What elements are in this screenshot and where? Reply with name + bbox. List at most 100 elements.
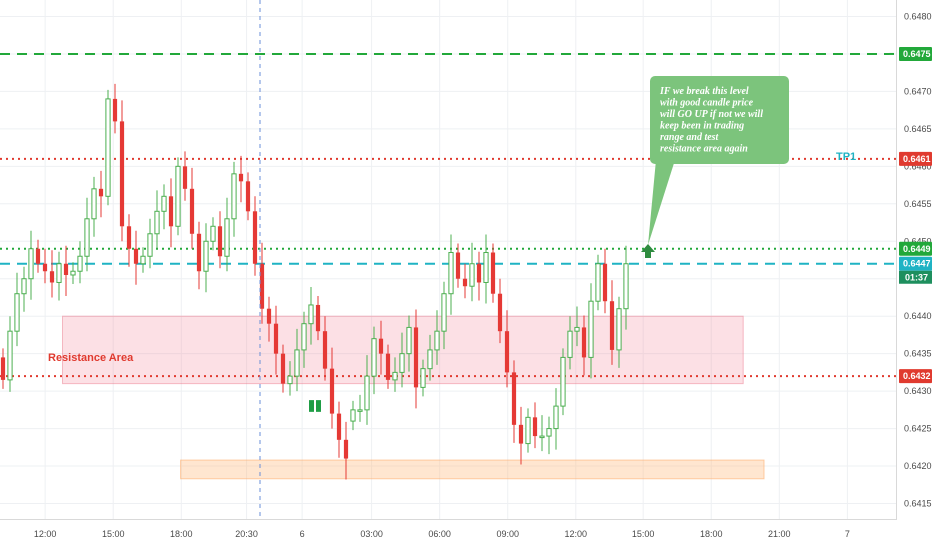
candle-up [301,311,307,368]
price-tag-text: 0.6447 [903,259,931,269]
candle-body [581,327,587,358]
candle-down [273,305,279,375]
candle-body [574,326,580,332]
y-tick-label: 0.6415 [904,499,932,509]
candle-down [133,230,139,285]
candle-down [378,320,384,375]
candle-down [455,243,461,288]
candle-up [427,334,433,381]
candle-body [140,255,146,265]
candle-body [532,417,538,437]
candle-body [357,409,363,412]
candle-body [70,270,76,276]
candle-down [49,250,55,298]
x-tick-label: 20:30 [235,529,258,539]
x-tick-label: 7 [845,529,850,539]
price-tag-bg [899,46,932,61]
candle-body [133,248,139,264]
annotation-line: will GO UP if not we will [660,109,763,120]
y-tick-label: 0.6470 [904,86,932,96]
candle-body [595,263,601,302]
candle-body [406,326,412,355]
candle-body [560,356,566,407]
candle-body [147,233,153,257]
candle-up [77,241,83,284]
price-tags: 0.6475 0.6461 0.6449 0.6447 0.6432 01:37 [899,46,932,384]
candle-down [490,243,496,303]
candle-down [182,151,188,201]
candle-body [7,330,13,381]
candle-up [553,388,559,450]
candle-up [448,234,454,315]
candle-down [462,263,468,299]
candle-up [210,217,216,251]
y-tick-label: 0.6460 [904,161,932,171]
price-tag: 0.6449 [899,241,932,256]
support-zone [180,459,765,480]
candle-body [567,330,573,358]
annotation-line: range and test [660,132,720,143]
candle-down [252,196,258,276]
candle-body [161,195,167,212]
candle-body [525,416,531,445]
price-tag-bg [899,241,932,256]
candle-down [196,221,202,290]
annotation-callout: IF we break this level with good candle p… [648,76,789,245]
x-tick-label: 12:00 [34,529,57,539]
candle-body [616,308,622,351]
candle-body [189,188,195,234]
candle-body [623,263,629,310]
price-tag-text: 0.6449 [903,244,931,254]
y-tick-label: 0.6420 [904,461,932,471]
annotation-line: IF we break this level [659,86,749,97]
candle-down [329,347,335,429]
candle-body [329,368,335,414]
candle-body [49,271,55,283]
candle-up [154,190,160,249]
candle-body [280,353,286,384]
candle-up [28,230,34,300]
y-tick-label: 0.6440 [904,311,932,321]
candle-up [364,355,370,425]
candle-body [448,252,454,295]
candle-down [315,295,321,341]
candle-body [483,252,489,283]
candle-body [546,428,552,437]
tp1-label: TP1 [836,151,856,163]
candle-down [63,245,69,296]
candle-up [574,306,580,347]
x-tick-label: 12:00 [565,529,588,539]
candle-body [602,263,608,302]
candle-up [287,361,293,396]
y-tick-label: 0.6425 [904,424,932,434]
candle-down [168,178,174,248]
candle-body [245,181,251,212]
candle-body [42,263,48,272]
x-tick-label: 09:00 [496,529,519,539]
candle-up [350,400,356,431]
candle-body [434,330,440,351]
callout-pointer [648,160,675,245]
annotation-line: keep been in trading [660,121,744,132]
candle-up [539,415,545,452]
candle-down [112,83,118,134]
y-tick-label: 0.6465 [904,124,932,134]
price-tag-text: 0.6475 [903,49,931,59]
countdown-text: 01:37 [905,273,928,283]
candle-up [420,359,426,397]
candle-body [413,327,419,388]
candle-down [98,170,104,218]
candle-body [462,278,468,287]
candle-up [147,218,153,269]
level-lines [0,52,896,378]
candle-up [70,262,76,284]
candle-up [469,242,475,302]
candle-body [322,331,328,369]
candle-up [546,416,552,455]
candle-body [98,188,104,197]
candle-body [273,323,279,354]
x-tick-label: 18:00 [170,529,193,539]
countdown-bg [899,270,932,284]
candle-down [511,360,517,443]
